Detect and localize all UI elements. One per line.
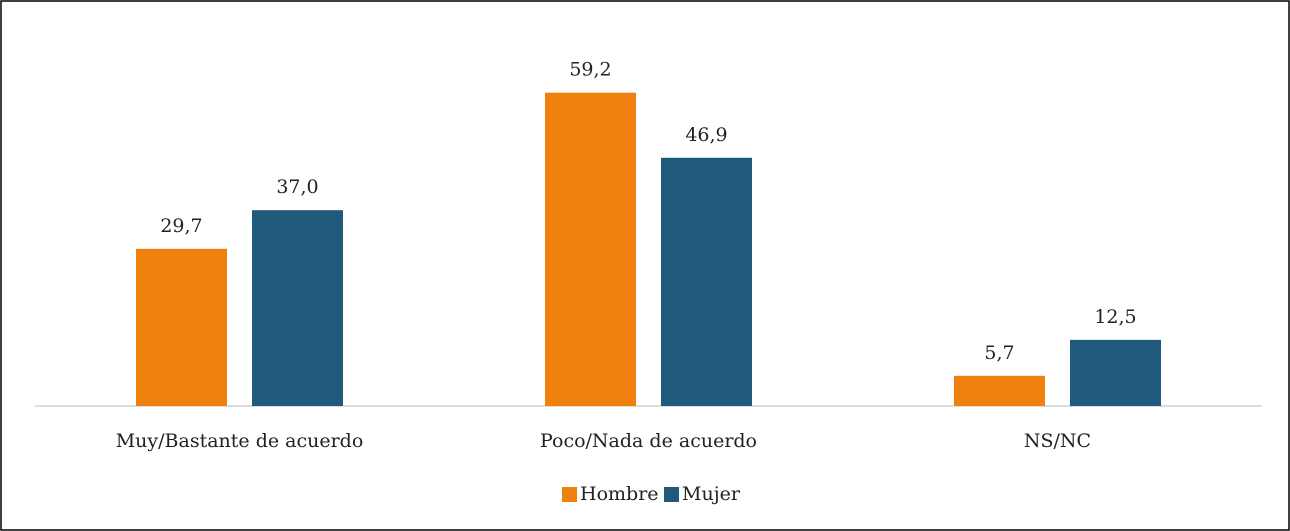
legend-label: Hombre <box>580 483 659 505</box>
bar <box>1070 339 1161 406</box>
legend-swatch <box>664 487 679 502</box>
data-label: 5,7 <box>984 342 1014 364</box>
bar <box>661 157 752 406</box>
bar <box>252 210 343 406</box>
data-label: 46,9 <box>685 124 727 146</box>
x-tick-label: NS/NC <box>1024 430 1091 452</box>
data-label: 37,0 <box>276 176 318 198</box>
bar <box>136 248 227 406</box>
x-tick-label: Poco/Nada de acuerdo <box>540 430 757 452</box>
legend-label: Mujer <box>682 483 741 505</box>
bar <box>954 375 1045 406</box>
legend-swatch <box>562 487 577 502</box>
data-label: 59,2 <box>569 59 611 81</box>
x-tick-label: Muy/Bastante de acuerdo <box>116 430 364 452</box>
data-label: 12,5 <box>1094 306 1136 328</box>
bar <box>545 92 636 407</box>
data-label: 29,7 <box>160 215 202 237</box>
